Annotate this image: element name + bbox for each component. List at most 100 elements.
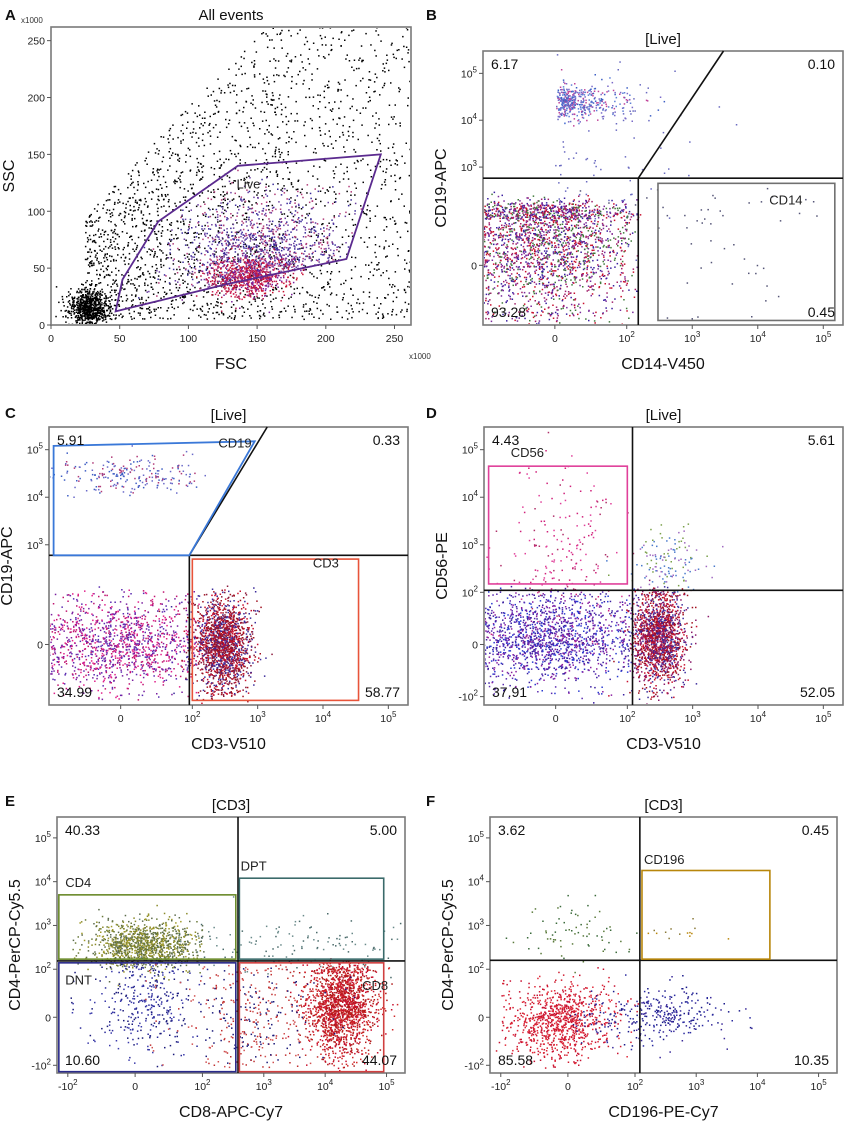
chart-title: [Live] [646, 407, 682, 424]
x-tick-label: 105 [811, 1078, 828, 1093]
quadrant-percent: 5.91 [57, 432, 84, 448]
quadrant-percent: 0.10 [808, 56, 835, 72]
y-tick-label: 104 [35, 874, 52, 889]
y-tick-label: 105 [35, 830, 52, 845]
quadrant-percent: 34.99 [57, 684, 92, 700]
y-tick-label: 0 [45, 1012, 51, 1024]
y-axis-label: CD56-PE [434, 532, 451, 600]
quadrant-percent: 10.60 [65, 1052, 100, 1068]
quadrant-percent: 0.45 [802, 822, 829, 838]
x-axis-label: FSC [215, 356, 247, 373]
panel-c: C [Live] 0 102 103 104 105 0 103 104 105 CD3-V510 CD… [0, 405, 409, 753]
chart-title: [Live] [211, 407, 247, 424]
y-tick-label: 103 [35, 917, 52, 932]
y-tick-label: 0 [472, 639, 478, 651]
y-tick-label: 103 [462, 537, 479, 552]
x-tick-label: 0 [552, 333, 558, 345]
y-tick-label: 104 [468, 874, 485, 889]
y-tick-label: 0 [471, 260, 477, 272]
gate-label: CD4 [65, 875, 91, 890]
y-tick-label: 103 [27, 537, 44, 552]
x-tick-label: 102 [627, 1078, 644, 1093]
quadrant-percent: 5.61 [808, 432, 835, 448]
x-tick-label: 103 [684, 330, 701, 345]
y-tick-label: -102 [31, 1057, 51, 1072]
y-scale-note: x1000 [21, 16, 43, 25]
y-axis-label: SSC [1, 160, 18, 193]
event-dots [484, 54, 818, 324]
gate-dpt [238, 877, 385, 960]
x-tick-label: 104 [750, 330, 767, 345]
x-tick-label: 104 [315, 710, 332, 725]
panel-b: B [Live] 0 102 103 104 105 0 103 104 105 CD14-V450 C… [426, 7, 844, 373]
quadrant-percent: 93.28 [491, 304, 526, 320]
y-axis-label: CD19-APC [0, 526, 16, 605]
gate-cd14 [657, 182, 836, 322]
x-tick-label: 104 [749, 1078, 766, 1093]
x-axis-label: CD196-PE-Cy7 [608, 1104, 718, 1121]
quadrant-percent: 40.33 [65, 822, 100, 838]
gate-dnt [58, 962, 237, 1073]
event-dots [55, 28, 410, 324]
x-tick-label: 0 [565, 1081, 571, 1093]
y-tick-label: 105 [468, 830, 485, 845]
x-axis-label: CD8-APC-Cy7 [179, 1104, 283, 1121]
gate-label: CD8 [362, 978, 388, 993]
y-tick-label: 105 [462, 442, 479, 457]
x-tick-label: 103 [688, 1078, 705, 1093]
event-dots [70, 896, 402, 1072]
event-dots [495, 894, 753, 1069]
y-tick-label: 104 [461, 112, 478, 127]
gate-label: DPT [241, 858, 267, 873]
gate-label: CD196 [644, 852, 684, 867]
y-tick-label: 103 [468, 917, 485, 932]
panel-letter: E [5, 793, 15, 810]
y-tick-label: 0 [39, 320, 45, 332]
x-tick-label: 103 [685, 710, 702, 725]
panel-letter: B [426, 7, 437, 24]
x-axis-label: CD3-V510 [191, 736, 266, 753]
y-tick-label: 250 [27, 36, 45, 48]
y-tick-label: 102 [468, 961, 485, 976]
gate-cd4 [58, 894, 237, 960]
y-tick-label: 104 [462, 489, 479, 504]
x-tick-label: 105 [815, 330, 832, 345]
y-tick-label: 100 [27, 206, 45, 218]
gate-label: CD14 [769, 192, 802, 207]
quadrant-percent: 5.00 [370, 822, 397, 838]
chart-title: [Live] [645, 31, 681, 48]
gate-cd8 [238, 962, 385, 1073]
x-tick-label: 0 [132, 1081, 138, 1093]
x-tick-label: 105 [815, 710, 832, 725]
x-tick-label: 200 [317, 333, 335, 345]
panel-a: A All events 0 50 100 150 200 250 0 50 100 150 200 25… [1, 7, 431, 373]
x-tick-label: 104 [750, 710, 767, 725]
y-tick-label: 50 [33, 263, 45, 275]
chart-title: All events [198, 7, 263, 24]
y-tick-label: 0 [37, 639, 43, 651]
quadrant-percent: 58.77 [365, 684, 400, 700]
x-tick-label: 0 [118, 713, 124, 725]
x-tick-label: 150 [248, 333, 266, 345]
panel-f: F [CD3] -102 0 102 103 104 105 -102 0 102 103 104 105… [426, 793, 838, 1121]
quadrant-percent: 37.91 [492, 684, 527, 700]
y-tick-label: -102 [458, 689, 478, 704]
quadrant-percent: 6.17 [491, 56, 518, 72]
quadrant-percent: 3.62 [498, 822, 525, 838]
y-tick-label: 200 [27, 93, 45, 105]
gate-cd3 [191, 558, 360, 702]
x-tick-label: 0 [553, 713, 559, 725]
y-tick-label: 0 [478, 1012, 484, 1024]
y-tick-label: -102 [464, 1057, 484, 1072]
gate-label: CD3 [313, 556, 339, 571]
y-tick-label: 102 [462, 584, 479, 599]
panel-letter: D [426, 405, 437, 422]
y-tick-label: 150 [27, 149, 45, 161]
x-tick-label: 105 [380, 710, 397, 725]
x-tick-label: 50 [114, 333, 126, 345]
quadrant-percent: 0.33 [373, 432, 400, 448]
x-tick-label: -102 [58, 1078, 78, 1093]
quadrant-percent: 0.45 [808, 304, 835, 320]
gate-cd19 [52, 440, 257, 557]
plot-frame [482, 50, 844, 326]
